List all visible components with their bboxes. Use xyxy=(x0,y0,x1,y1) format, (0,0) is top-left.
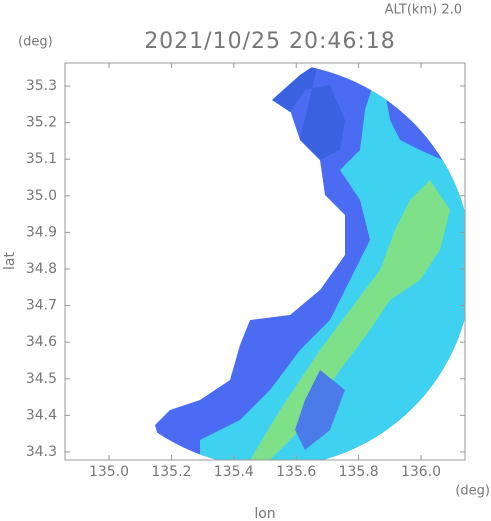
y-tick-label: 35.0 xyxy=(26,188,57,204)
plot-frame xyxy=(64,62,466,461)
y-unit: (deg) xyxy=(18,35,53,50)
x-tick-label: 136.0 xyxy=(401,464,441,480)
x-tick-label: 135.8 xyxy=(339,464,379,480)
x-axis-label: lon xyxy=(254,506,275,521)
y-tick-label: 34.5 xyxy=(26,371,57,387)
radar-field xyxy=(155,63,465,460)
echo-mid xyxy=(200,63,465,460)
y-tick-label: 34.6 xyxy=(26,334,57,350)
y-tick-label: 34.3 xyxy=(26,444,57,460)
y-axis-label: lat xyxy=(2,252,18,270)
x-tick-label: 135.2 xyxy=(151,464,191,480)
y-tick-label: 34.4 xyxy=(26,407,57,423)
echo-low xyxy=(295,370,345,450)
chart-title: 2021/10/25 20:46:18 xyxy=(144,29,396,54)
echo-low xyxy=(272,63,345,160)
y-tick-label: 35.2 xyxy=(26,115,57,131)
y-tick-label: 35.1 xyxy=(26,151,57,167)
echo-high xyxy=(250,180,450,460)
y-tick-label: 34.8 xyxy=(26,261,57,277)
altitude-label: ALT(km) 2.0 xyxy=(385,3,462,18)
x-unit: (deg) xyxy=(455,484,490,499)
x-tick-label: 135.4 xyxy=(214,464,254,480)
x-tick-label: 135.6 xyxy=(276,464,316,480)
y-tick-label: 34.9 xyxy=(26,224,57,240)
x-tick-label: 135.0 xyxy=(89,464,129,480)
y-tick-label: 34.7 xyxy=(26,298,57,314)
y-tick-label: 35.3 xyxy=(26,78,57,94)
